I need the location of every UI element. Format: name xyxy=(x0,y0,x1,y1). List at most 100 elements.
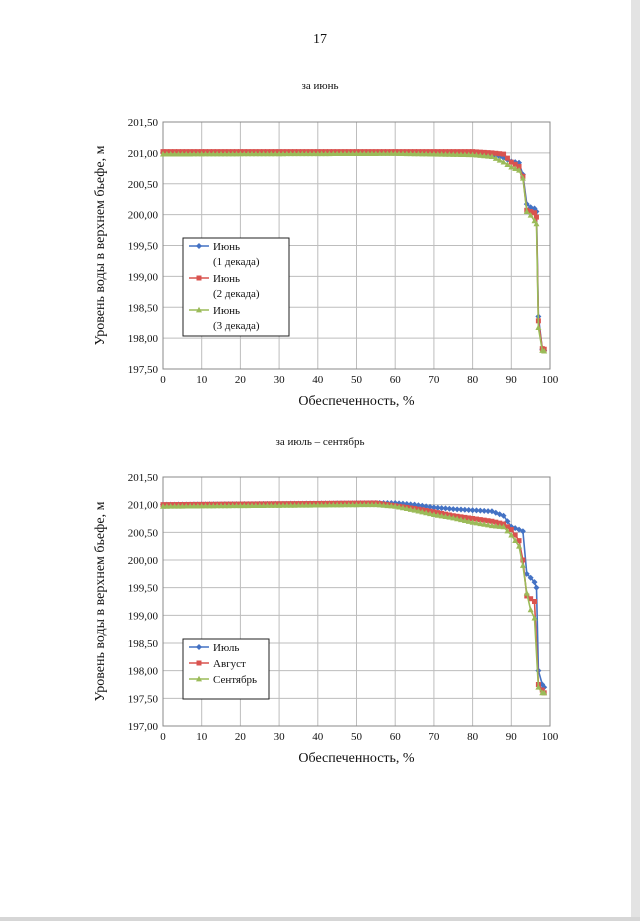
data-point xyxy=(516,166,523,173)
data-point xyxy=(218,150,225,157)
data-point xyxy=(272,502,279,508)
data-point xyxy=(450,506,457,513)
x-tick-label: 90 xyxy=(506,374,518,386)
x-tick-label: 50 xyxy=(351,374,363,386)
data-point xyxy=(477,149,483,155)
data-point xyxy=(198,150,205,157)
data-point xyxy=(349,150,356,157)
data-point xyxy=(512,161,518,167)
data-point xyxy=(497,520,503,526)
legend-marker-1 xyxy=(196,243,202,249)
data-point xyxy=(533,220,540,227)
data-point xyxy=(454,506,461,513)
data-point xyxy=(206,502,213,509)
data-point xyxy=(423,150,430,157)
data-point xyxy=(454,515,461,522)
data-point xyxy=(434,150,441,157)
data-point xyxy=(489,150,495,156)
data-point xyxy=(411,507,418,513)
data-point xyxy=(504,161,511,168)
y-tick-label: 197,00 xyxy=(128,721,159,733)
y-tick-label: 200,00 xyxy=(128,555,159,567)
legend-label-2: Август xyxy=(213,658,246,670)
data-point xyxy=(368,150,375,156)
data-point xyxy=(160,150,166,157)
data-point xyxy=(237,502,244,509)
data-point xyxy=(457,151,464,157)
y-tick-label: 199,00 xyxy=(128,271,159,283)
data-point xyxy=(376,150,383,156)
data-point xyxy=(167,503,174,509)
x-tick-label: 0 xyxy=(160,731,166,743)
y-tick-label: 201,50 xyxy=(128,472,159,484)
data-point xyxy=(245,502,252,509)
data-point xyxy=(210,502,217,509)
data-point xyxy=(225,150,232,157)
data-point xyxy=(477,507,484,514)
data-point xyxy=(322,501,329,508)
data-point xyxy=(160,503,166,509)
data-point xyxy=(531,579,538,586)
data-point xyxy=(171,503,178,509)
data-point xyxy=(314,501,321,508)
x-tick-label: 0 xyxy=(160,374,166,386)
data-point xyxy=(303,502,310,508)
data-point xyxy=(396,503,403,510)
data-point xyxy=(469,519,476,525)
x-tick-label: 10 xyxy=(196,374,208,386)
data-point xyxy=(407,150,414,157)
data-point xyxy=(469,151,476,158)
data-point xyxy=(403,505,410,512)
data-point xyxy=(384,502,391,509)
data-point xyxy=(291,150,298,157)
data-point xyxy=(310,150,317,157)
y-tick-label: 198,50 xyxy=(128,638,159,650)
data-point xyxy=(171,150,178,157)
data-point xyxy=(473,516,479,522)
data-point xyxy=(419,508,426,515)
plot-area xyxy=(162,476,551,727)
data-point xyxy=(427,503,434,510)
data-point xyxy=(512,165,519,172)
chart-2-title: за июль – сентябрь xyxy=(275,436,365,448)
data-point xyxy=(368,501,375,508)
data-point xyxy=(531,614,538,621)
data-point xyxy=(492,522,499,529)
data-point xyxy=(399,150,406,157)
data-point xyxy=(508,159,514,165)
data-point xyxy=(190,502,197,509)
data-point xyxy=(504,155,510,161)
x-tick-label: 80 xyxy=(467,731,479,743)
data-point xyxy=(376,501,383,508)
data-point xyxy=(252,502,259,509)
legend-marker-2 xyxy=(196,275,202,281)
legend-marker-3 xyxy=(196,306,202,313)
data-point xyxy=(512,532,518,538)
data-point xyxy=(187,150,194,157)
data-point xyxy=(349,501,356,508)
data-point xyxy=(353,501,360,508)
x-tick-label: 70 xyxy=(428,374,440,386)
data-point xyxy=(399,504,406,511)
legend-marker-2 xyxy=(196,660,202,666)
data-point xyxy=(516,159,523,166)
data-point xyxy=(532,210,538,216)
x-tick-label: 40 xyxy=(312,731,324,743)
data-point xyxy=(221,502,228,509)
data-point xyxy=(465,151,472,158)
data-point xyxy=(361,150,368,156)
data-point xyxy=(318,150,325,157)
x-tick-label: 20 xyxy=(235,374,247,386)
data-point xyxy=(268,150,275,157)
data-point xyxy=(303,150,310,157)
data-point xyxy=(434,512,441,518)
y-tick-label: 199,00 xyxy=(128,610,159,622)
data-point xyxy=(256,150,263,157)
data-point xyxy=(493,519,499,525)
data-point xyxy=(365,150,372,156)
data-point xyxy=(493,150,499,156)
data-point xyxy=(481,152,488,159)
chart-july-september: 0 10 20 30 40 50 60 70 80 90 100 197,00 197,50 198,00… xyxy=(93,472,559,766)
data-point xyxy=(330,501,337,508)
data-point xyxy=(454,151,461,157)
